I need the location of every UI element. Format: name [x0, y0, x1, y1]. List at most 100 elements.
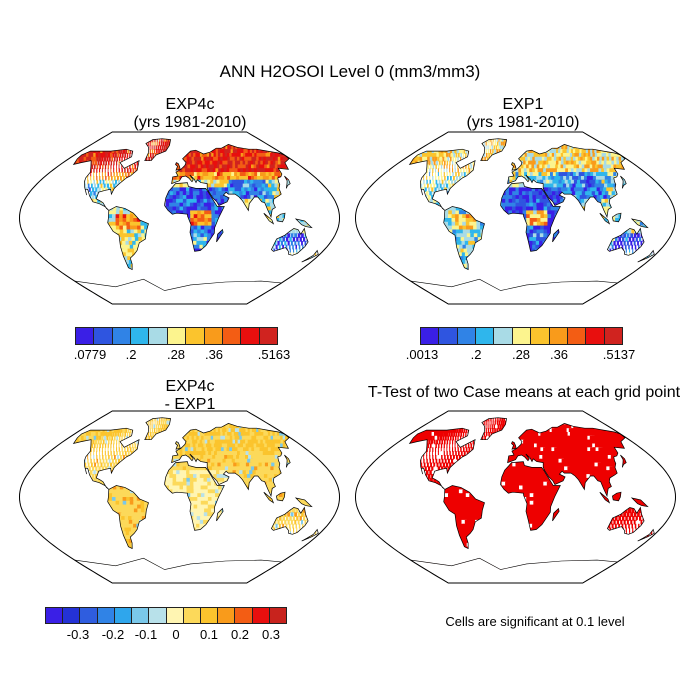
- colorbar-exp1-label: .28: [511, 347, 531, 362]
- colorbar-swatch: [269, 608, 287, 623]
- colorbar-swatch: [604, 328, 622, 344]
- colorbar-swatch: [457, 328, 477, 344]
- coastline-sumatra: [599, 212, 611, 225]
- colorbar-diff: [45, 607, 287, 624]
- coastline-australia: [270, 506, 309, 535]
- coastline-newguinea: [630, 497, 649, 508]
- coastline-australia: [606, 506, 645, 535]
- coastline-sumatra: [263, 212, 275, 225]
- colorbar-swatch: [76, 328, 95, 344]
- colorbar-swatch: [241, 328, 260, 344]
- colorbar-exp4c-label: .36: [204, 347, 224, 362]
- colorbar-swatch: [94, 328, 113, 344]
- coastline-nz: [301, 249, 319, 263]
- colorbar-swatch: [259, 328, 277, 344]
- coastline-africa: [500, 461, 561, 531]
- map-frame: [354, 410, 677, 584]
- map-exp4c: [18, 131, 341, 305]
- colorbar-exp1-label: .0013: [405, 347, 439, 362]
- colorbar-exp1-label: .5137: [602, 347, 636, 362]
- coastline-southamerica: [107, 206, 149, 271]
- coastline-eurasia: [171, 144, 290, 219]
- colorbar-diff-label: 0.3: [261, 627, 281, 642]
- panel-title-exp1: EXP1 (yrs 1981-2010): [466, 96, 580, 131]
- coastline-australia: [270, 227, 309, 256]
- colorbar-swatch: [166, 608, 184, 623]
- colorbar-swatch: [549, 328, 568, 344]
- colorbar-swatch: [222, 328, 242, 344]
- colorbar-swatch: [46, 608, 64, 623]
- colorbar-swatch: [63, 608, 81, 623]
- coastline-southamerica: [107, 485, 149, 550]
- coastline-africa: [500, 182, 561, 252]
- colorbar-swatch: [494, 328, 513, 344]
- coastline-northamerica: [72, 427, 140, 490]
- coastline-madagascar: [552, 228, 560, 243]
- map-diff: [18, 410, 341, 584]
- colorbar-exp4c: [75, 327, 278, 345]
- colorbar-swatch: [200, 608, 219, 623]
- ocean: [19, 411, 340, 583]
- coastline-southamerica: [443, 206, 485, 271]
- coastline-greenland: [480, 417, 508, 441]
- colorbar-exp4c-label: .5163: [257, 347, 291, 362]
- colorbar-swatch: [218, 608, 236, 623]
- significance-note: Cells are significant at 0.1 level: [445, 614, 625, 629]
- colorbar-swatch: [149, 608, 167, 623]
- colorbar-swatch: [512, 328, 532, 344]
- coastline-africa: [164, 461, 225, 531]
- coastline-britain: [511, 162, 517, 171]
- panel-title-exp4c: EXP4c (yrs 1981-2010): [133, 96, 247, 131]
- colorbar-swatch: [132, 608, 150, 623]
- colorbar-swatch: [252, 608, 270, 623]
- colorbar-swatch: [183, 608, 201, 623]
- colorbar-exp1: [420, 327, 623, 345]
- coastline-newguinea: [294, 218, 313, 229]
- colorbar-swatch: [80, 608, 98, 623]
- colorbar-swatch: [167, 328, 187, 344]
- coastline-japan: [620, 454, 627, 468]
- map-frame: [18, 131, 341, 305]
- colorbar-swatch: [235, 608, 253, 623]
- colorbar-swatch: [439, 328, 458, 344]
- colorbar-swatch: [586, 328, 605, 344]
- coastline-nz: [301, 528, 319, 542]
- colorbar-diff-label: 0.2: [230, 627, 250, 642]
- colorbar-swatch: [476, 328, 495, 344]
- colorbar-diff-label: -0.2: [101, 627, 125, 642]
- coastline-nz: [637, 528, 655, 542]
- coastline-greenland: [480, 138, 508, 162]
- coastline-britain: [511, 441, 517, 450]
- colorbar-diff-label: -0.3: [66, 627, 90, 642]
- coastline-southamerica: [443, 485, 485, 550]
- ocean: [355, 132, 676, 304]
- coastline-northamerica: [408, 427, 476, 490]
- panel-title-ttest: T-Test of two Case means at each grid po…: [367, 384, 681, 401]
- coastline-newguinea: [630, 218, 649, 229]
- coastline-madagascar: [552, 507, 560, 522]
- colorbar-exp4c-label: .2: [125, 347, 137, 362]
- colorbar-swatch: [112, 328, 132, 344]
- colorbar-swatch: [531, 328, 550, 344]
- colorbar-swatch: [567, 328, 587, 344]
- coastline-britain: [175, 441, 181, 450]
- colorbar-swatch: [204, 328, 223, 344]
- coastline-sumatra: [599, 491, 611, 504]
- coastline-sumatra: [263, 491, 275, 504]
- colorbar-exp1-label: .2: [470, 347, 482, 362]
- colorbar-exp4c-label: .0779: [73, 347, 107, 362]
- colorbar-swatch: [114, 608, 133, 623]
- colorbar-diff-label: 0.1: [199, 627, 219, 642]
- colorbar-exp1-label: .36: [549, 347, 569, 362]
- map-frame: [18, 410, 341, 584]
- coastline-borneo: [612, 212, 622, 223]
- coastline-australia: [606, 227, 645, 256]
- colorbar-swatch: [421, 328, 440, 344]
- coastline-borneo: [276, 212, 286, 223]
- panel-title-diff: EXP4c - EXP1: [164, 378, 216, 413]
- map-exp1: [354, 131, 677, 305]
- ocean: [19, 132, 340, 304]
- coastline-britain: [175, 162, 181, 171]
- map-ttest: [354, 410, 677, 584]
- coastline-northamerica: [72, 148, 140, 211]
